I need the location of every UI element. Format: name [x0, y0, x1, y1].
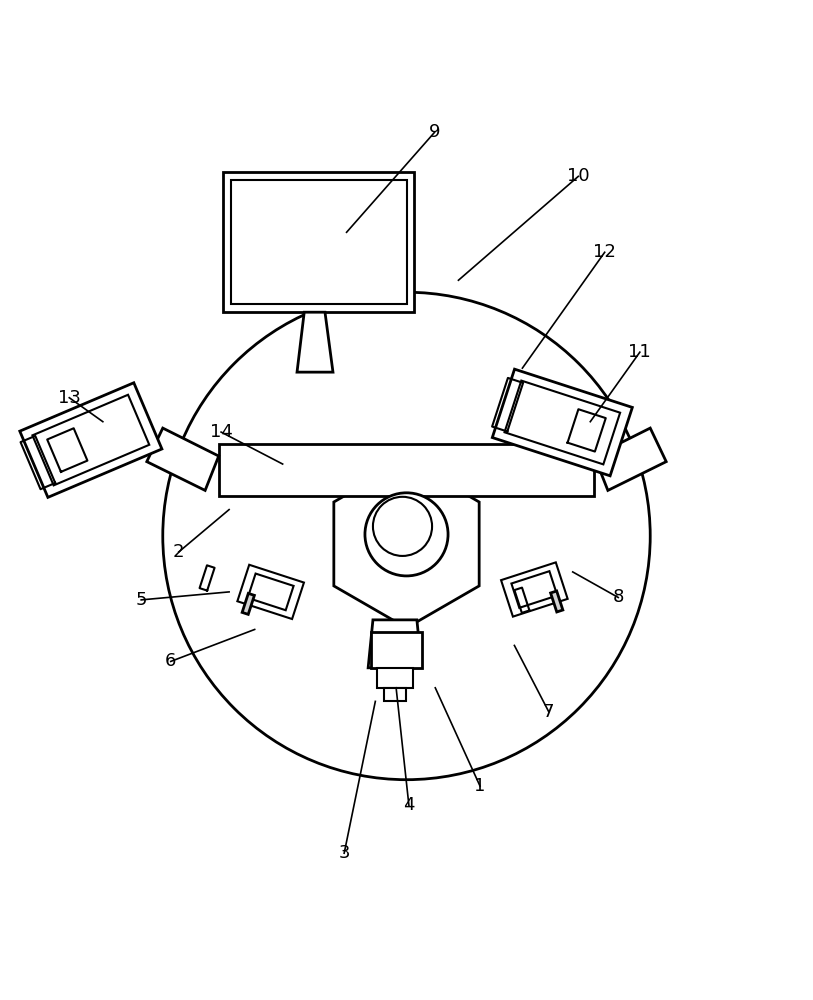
Polygon shape [147, 428, 219, 490]
Text: 7: 7 [543, 703, 554, 721]
Polygon shape [334, 460, 479, 628]
Polygon shape [219, 444, 594, 496]
Text: 1: 1 [474, 777, 485, 795]
Text: 2: 2 [173, 543, 185, 561]
Polygon shape [20, 383, 162, 497]
Polygon shape [493, 369, 633, 476]
Polygon shape [223, 172, 415, 312]
Polygon shape [242, 593, 254, 614]
Circle shape [365, 493, 448, 576]
Text: 3: 3 [338, 844, 350, 862]
Text: 4: 4 [403, 796, 415, 814]
Text: 10: 10 [567, 167, 589, 185]
Polygon shape [371, 632, 423, 668]
Polygon shape [511, 571, 557, 608]
Polygon shape [550, 591, 563, 612]
Text: 13: 13 [58, 389, 80, 407]
Polygon shape [384, 688, 406, 701]
Text: 12: 12 [593, 243, 616, 261]
Polygon shape [231, 180, 406, 304]
Text: 6: 6 [165, 652, 176, 670]
Circle shape [163, 292, 650, 780]
Text: 8: 8 [612, 588, 624, 606]
Polygon shape [248, 574, 293, 610]
Polygon shape [501, 562, 567, 617]
Polygon shape [237, 565, 304, 619]
Text: 11: 11 [628, 343, 651, 361]
Polygon shape [297, 312, 333, 372]
Polygon shape [377, 668, 413, 688]
Polygon shape [33, 395, 150, 485]
Circle shape [373, 497, 432, 556]
Text: 14: 14 [210, 423, 233, 441]
Text: 9: 9 [428, 123, 440, 141]
Text: 5: 5 [136, 591, 147, 609]
Polygon shape [368, 620, 422, 668]
Polygon shape [505, 381, 620, 464]
Polygon shape [594, 428, 666, 490]
